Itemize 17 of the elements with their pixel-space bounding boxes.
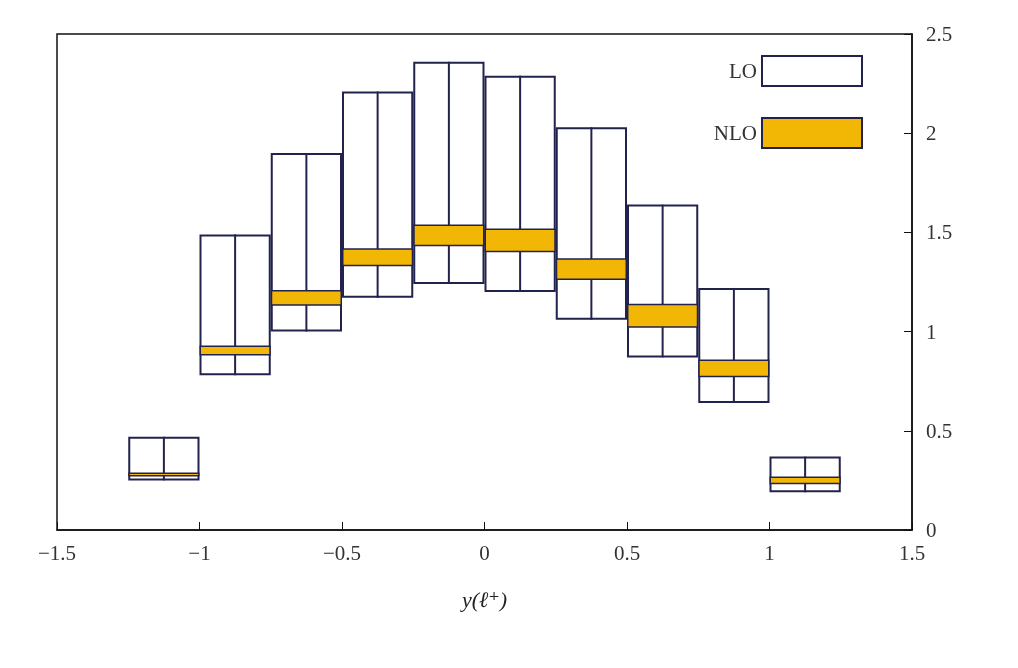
y-tick-label: 1.5 bbox=[926, 220, 953, 245]
x-tick-label: −1 bbox=[188, 540, 211, 565]
y-tick-label: 0 bbox=[926, 518, 937, 542]
x-axis-title: y(ℓ⁺) bbox=[459, 586, 508, 612]
x-tick-label: −1.5 bbox=[37, 540, 77, 565]
x-tick-label: 0 bbox=[479, 540, 490, 565]
bar bbox=[769, 456, 841, 493]
legend-label: LO bbox=[729, 59, 757, 83]
y-tick-label: 2.5 bbox=[926, 22, 953, 46]
x-tick-label: 0.5 bbox=[613, 540, 641, 565]
bar bbox=[128, 436, 200, 481]
y-tick-label: 2 bbox=[926, 121, 937, 146]
x-tick-label: 1 bbox=[764, 540, 775, 565]
legend-label: NLO bbox=[713, 121, 757, 145]
y-tick-label: 0.5 bbox=[926, 418, 953, 443]
x-tick-label: −0.5 bbox=[322, 540, 362, 565]
y-tick-label: 1 bbox=[926, 319, 937, 344]
